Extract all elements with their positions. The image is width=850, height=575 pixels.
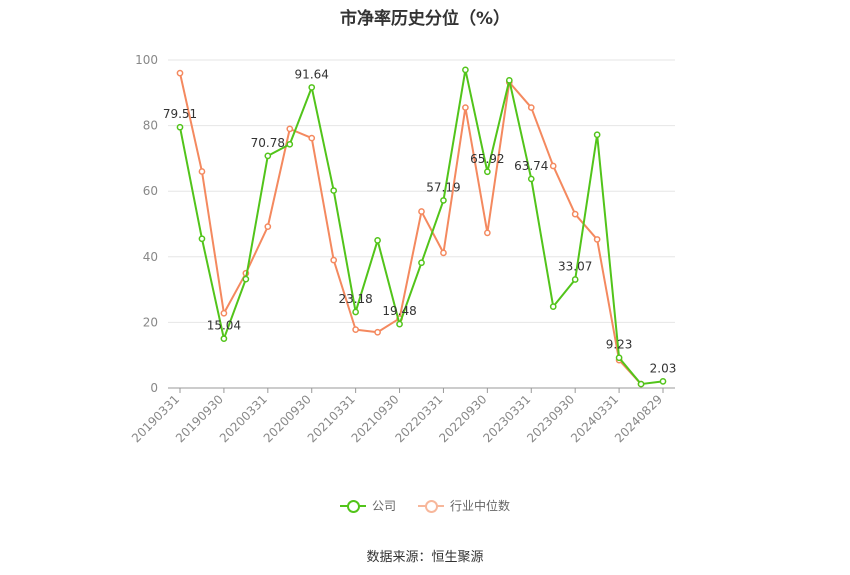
legend-label-company: 公司 xyxy=(371,499,396,513)
y-tick-label: 40 xyxy=(143,250,158,264)
data-point-industry-median xyxy=(549,162,557,170)
data-point-industry-median xyxy=(264,223,272,230)
series-line-industry-median xyxy=(179,72,642,385)
legend-swatch-company-icon xyxy=(339,499,366,513)
data-point-industry-median xyxy=(198,168,206,175)
data-point-industry-median xyxy=(176,69,184,77)
data-point-industry-median xyxy=(286,125,294,133)
data-point-company xyxy=(198,235,206,243)
data-label-company: 19.48 xyxy=(382,304,416,318)
data-point-industry-median xyxy=(440,249,447,257)
data-point-company xyxy=(615,354,623,362)
data-point-company xyxy=(264,152,272,160)
data-point-company xyxy=(505,76,513,84)
data-point-company xyxy=(418,259,425,267)
data-point-company xyxy=(527,175,535,183)
data-point-company xyxy=(330,187,338,194)
data-label-company: 70.78 xyxy=(251,136,285,150)
data-point-industry-median xyxy=(374,328,381,336)
data-point-industry-median xyxy=(352,326,359,333)
data-source: 数据来源：恒生聚源 xyxy=(366,550,484,565)
data-label-company: 9.23 xyxy=(606,338,633,352)
data-point-industry-median xyxy=(593,236,601,243)
data-point-company xyxy=(308,84,316,91)
data-label-company: 2.03 xyxy=(650,361,677,375)
data-point-company xyxy=(352,308,359,316)
data-point-industry-median xyxy=(527,104,535,111)
data-label-company: 33.07 xyxy=(558,260,592,274)
y-tick-label: 100 xyxy=(135,53,158,67)
data-label-company: 57.19 xyxy=(426,180,460,194)
data-label-company: 65.92 xyxy=(470,152,504,166)
data-point-company xyxy=(659,377,667,385)
data-point-company xyxy=(593,131,601,139)
data-label-company: 63.74 xyxy=(514,159,548,173)
data-point-industry-median xyxy=(571,210,579,218)
legend-item-company[interactable]: 公司 xyxy=(339,497,396,514)
data-point-company xyxy=(440,197,447,204)
data-point-industry-median xyxy=(220,309,228,317)
legend-item-industry-median[interactable]: 行业中位数 xyxy=(418,497,510,514)
data-point-company xyxy=(637,380,645,388)
legend-swatch-industry-icon xyxy=(418,499,444,513)
data-point-company xyxy=(242,275,250,283)
data-point-industry-median xyxy=(484,229,491,237)
data-point-company xyxy=(374,237,381,244)
data-label-company: 79.51 xyxy=(163,107,197,121)
data-point-company xyxy=(549,303,557,311)
data-point-company xyxy=(220,335,228,343)
legend-label-industry-median: 行业中位数 xyxy=(450,499,511,513)
series-line-company xyxy=(179,68,664,386)
y-tick-label: 80 xyxy=(143,119,158,133)
data-point-company xyxy=(484,168,491,176)
y-tick-label: 60 xyxy=(143,184,158,198)
y-tick-label: 20 xyxy=(143,315,158,329)
data-label-company: 23.18 xyxy=(338,292,372,306)
x-tick-label: 20240829 xyxy=(612,392,665,445)
legend: 公司 行业中位数 xyxy=(0,497,850,514)
data-point-company xyxy=(571,276,579,283)
data-point-industry-median xyxy=(418,208,425,215)
data-point-company xyxy=(462,66,469,74)
data-label-company: 91.64 xyxy=(295,67,329,81)
data-point-company xyxy=(396,320,403,328)
data-point-company xyxy=(176,123,184,131)
data-point-industry-median xyxy=(308,134,316,142)
data-point-company xyxy=(286,140,294,148)
y-tick-label: 0 xyxy=(150,381,158,395)
chart-title: 市净率历史分位（%） xyxy=(339,9,511,29)
data-point-industry-median xyxy=(462,104,469,111)
data-point-industry-median xyxy=(330,256,338,264)
data-label-company: 15.04 xyxy=(207,319,241,333)
